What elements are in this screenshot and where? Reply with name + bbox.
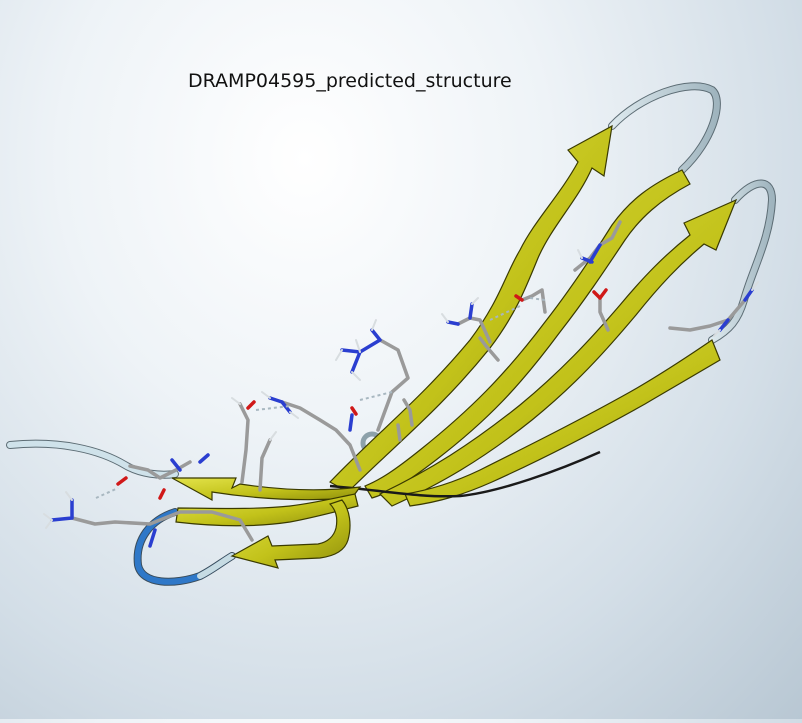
strand-5 <box>171 477 362 502</box>
strand-4 <box>404 339 721 507</box>
hydrogen-bonds <box>95 297 546 499</box>
strand-1 <box>329 124 613 493</box>
strand-6 <box>175 493 359 527</box>
side-chains <box>43 220 759 548</box>
strand-2 <box>364 169 691 499</box>
beta-strands <box>171 124 738 569</box>
strand-3 <box>378 198 738 507</box>
strand-7 <box>230 499 351 569</box>
coil-loops <box>6 82 777 586</box>
structure-title: DRAMP04595_predicted_structure <box>188 70 512 92</box>
